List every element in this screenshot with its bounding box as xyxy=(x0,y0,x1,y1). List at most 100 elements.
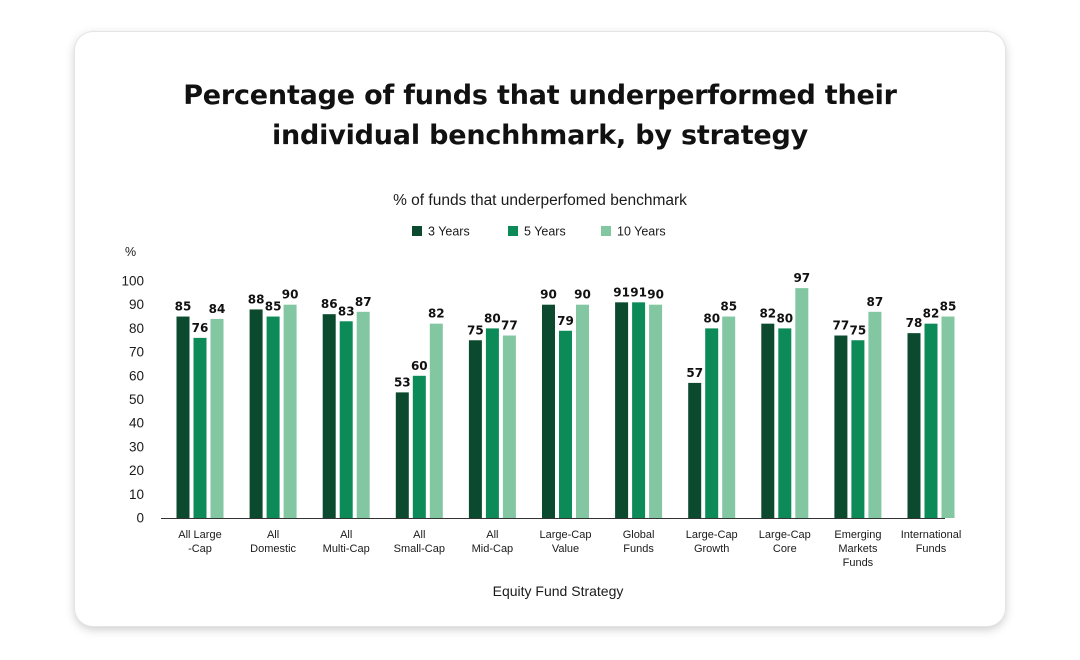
bar-3 xyxy=(356,311,370,518)
x-tick-label: Multi-Cap xyxy=(323,543,370,555)
data-label: 85 xyxy=(175,300,192,314)
y-tick-label: 70 xyxy=(129,345,144,360)
data-label: 79 xyxy=(557,314,574,328)
legend-swatch-3 xyxy=(601,226,611,236)
x-tick-label: -Cap xyxy=(188,543,212,555)
bar-1 xyxy=(322,314,336,518)
data-label: 75 xyxy=(467,323,484,337)
bar-2 xyxy=(851,340,865,518)
bar-1 xyxy=(907,333,921,518)
data-label: 91 xyxy=(630,285,647,299)
data-label: 86 xyxy=(321,297,338,311)
data-label: 88 xyxy=(248,292,265,306)
x-tick-label: Funds xyxy=(843,557,874,569)
bar-2 xyxy=(412,375,426,518)
bar-2 xyxy=(705,328,719,518)
data-label: 76 xyxy=(192,321,209,335)
bar-3 xyxy=(868,311,882,518)
bar-1 xyxy=(468,340,482,518)
y-tick-label: 100 xyxy=(121,274,144,289)
data-label: 87 xyxy=(867,295,884,309)
x-tick-label: Growth xyxy=(694,543,729,555)
bar-2 xyxy=(778,328,792,518)
legend-label-3: 10 Years xyxy=(617,225,666,239)
bar-1 xyxy=(761,323,775,518)
y-tick-label: 80 xyxy=(129,321,144,336)
x-tick-label: Domestic xyxy=(250,543,296,555)
data-label: 90 xyxy=(540,288,557,302)
y-axis-label: % xyxy=(125,245,136,259)
data-label: 91 xyxy=(613,285,630,299)
data-label: 82 xyxy=(759,307,776,321)
bar-2 xyxy=(924,323,938,518)
x-axis-label: Equity Fund Strategy xyxy=(493,583,624,599)
data-label: 57 xyxy=(686,366,703,380)
bar-3 xyxy=(283,304,297,518)
x-tick-label: All xyxy=(413,529,425,541)
x-tick-label: All xyxy=(267,529,279,541)
x-tick-label: Global xyxy=(623,529,655,541)
bar-3 xyxy=(941,316,955,518)
bar-1 xyxy=(615,302,629,518)
data-label: 85 xyxy=(720,300,737,314)
legend-label-1: 3 Years xyxy=(428,225,470,239)
bar-2 xyxy=(559,330,572,518)
bar-1 xyxy=(395,392,409,518)
data-label: 85 xyxy=(265,300,282,314)
bar-2 xyxy=(339,321,353,518)
data-label: 90 xyxy=(282,288,299,302)
bar-1 xyxy=(176,316,190,518)
chart-title-line-2: individual benchhmark, by strategy xyxy=(271,120,809,151)
x-tick-label: International xyxy=(901,529,962,541)
bar-2 xyxy=(632,302,646,518)
y-tick-label: 10 xyxy=(129,487,144,502)
data-label: 77 xyxy=(501,319,518,333)
x-tick-label: All xyxy=(486,529,498,541)
x-tick-label: Large-Cap xyxy=(686,529,738,541)
data-label: 82 xyxy=(428,307,445,321)
data-label: 82 xyxy=(923,307,940,321)
data-label: 83 xyxy=(338,304,355,318)
legend-label-2: 5 Years xyxy=(524,225,566,239)
x-tick-label: All xyxy=(340,529,352,541)
legend-swatch-1 xyxy=(412,226,422,236)
x-tick-label: Emerging xyxy=(834,529,881,541)
data-label: 75 xyxy=(850,323,867,337)
bar-1 xyxy=(249,309,263,518)
data-label: 85 xyxy=(940,300,957,314)
y-tick-label: 60 xyxy=(129,368,144,383)
data-label: 60 xyxy=(411,359,428,373)
data-label: 84 xyxy=(209,302,226,316)
bar-1 xyxy=(688,382,702,518)
chart-title-line-1: Percentage of funds that underperformed … xyxy=(183,80,897,111)
x-tick-label: Funds xyxy=(623,543,654,555)
bar-3 xyxy=(576,304,589,518)
y-tick-label: 40 xyxy=(129,416,144,431)
chart-card: Percentage of funds that underperformed … xyxy=(75,32,1005,626)
x-tick-label: Large-Cap xyxy=(540,529,592,541)
data-label: 80 xyxy=(703,311,720,325)
bar-3 xyxy=(795,288,809,518)
y-tick-label: 50 xyxy=(129,392,144,407)
data-label: 87 xyxy=(355,295,372,309)
bar-1 xyxy=(834,335,848,518)
x-tick-label: Value xyxy=(552,543,579,555)
data-label: 53 xyxy=(394,375,411,389)
data-label: 97 xyxy=(793,271,810,285)
y-tick-label: 0 xyxy=(136,511,144,526)
bar-2 xyxy=(485,328,499,518)
bar-2 xyxy=(193,337,207,518)
data-label: 90 xyxy=(574,288,591,302)
x-tick-label: Large-Cap xyxy=(759,529,811,541)
x-tick-label: Mid-Cap xyxy=(472,543,514,555)
bar-1 xyxy=(542,304,555,518)
bar-3 xyxy=(429,323,443,518)
x-tick-label: Funds xyxy=(916,543,947,555)
data-label: 78 xyxy=(906,316,923,330)
data-label: 90 xyxy=(647,288,664,302)
bar-3 xyxy=(210,318,224,518)
bar-3 xyxy=(649,304,663,518)
bar-chart: % of funds that underperfomed benchmark 3… xyxy=(121,192,962,599)
chart-title: Percentage of funds that underperformed … xyxy=(75,76,1005,156)
bar-2 xyxy=(266,316,280,518)
